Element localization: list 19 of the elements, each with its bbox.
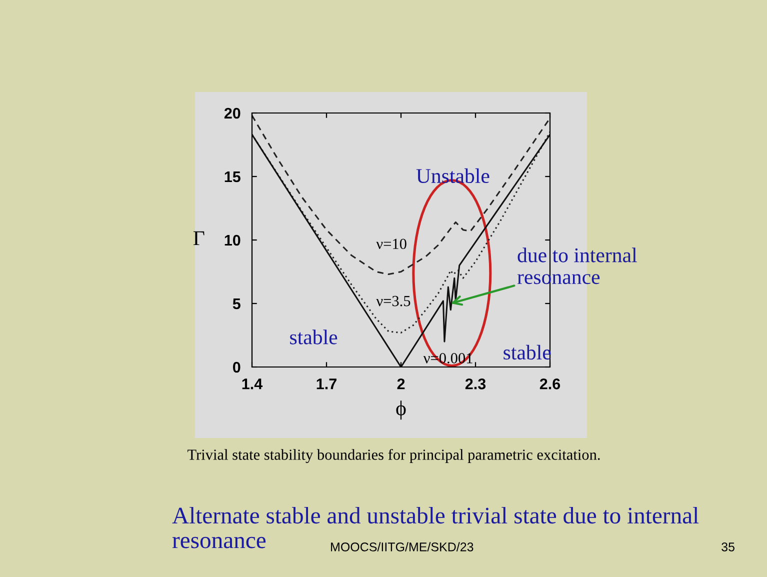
y-tick-label: 10 [224, 234, 240, 246]
annotation: Unstable [416, 168, 490, 184]
x-tick-label: 1.7 [316, 378, 336, 390]
y-tick-label: 15 [224, 172, 240, 182]
series-label: ν=10 [376, 238, 406, 250]
annotation: stable [290, 330, 338, 344]
y-tick-label: 5 [232, 298, 240, 310]
text: MOOCS/IITG/ME/SKD/23 [331, 542, 474, 552]
y-tick-label: 20 [224, 108, 240, 119]
x-tick-label: 2 [397, 378, 405, 390]
text: 35 [722, 542, 734, 552]
x-tick-label: 2.6 [540, 378, 560, 390]
series-label: ν=3.5 [376, 296, 410, 306]
x-tick-label: 1.4 [242, 378, 263, 390]
x-tick-label: 2.3 [465, 378, 486, 390]
y-axis-title: Γ [193, 231, 204, 246]
text: Trivial state stability boundaries for principal parametric excitation. [188, 448, 600, 464]
x-axis-title: ϕ [396, 400, 406, 420]
y-tick-label: 0 [232, 362, 240, 373]
